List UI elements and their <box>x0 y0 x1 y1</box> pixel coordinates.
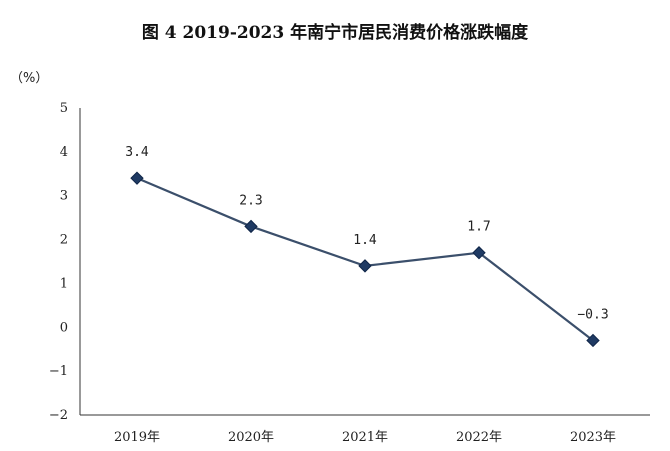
data-labels: 3.4 2.3 1.4 1.7 −0.3 <box>125 145 608 322</box>
data-label: 2.3 <box>239 193 262 208</box>
data-point <box>472 246 486 260</box>
data-label: 1.4 <box>353 233 377 248</box>
y-tick-label: 0 <box>60 320 68 335</box>
data-label: 1.7 <box>467 220 490 235</box>
y-tick-label: 5 <box>60 101 68 116</box>
x-tick-label: 2020年 <box>228 430 274 445</box>
chart-title: 图 4 2019-2023 年南宁市居民消费价格涨跌幅度 <box>141 23 529 43</box>
axes <box>79 108 650 416</box>
y-tick-label: −2 <box>49 408 68 423</box>
x-tick-label: 2021年 <box>342 430 388 445</box>
y-tick-label: −1 <box>49 364 68 379</box>
y-tick-label: 4 <box>60 145 68 160</box>
y-tick-label: 3 <box>60 189 68 204</box>
x-tick-label: 2022年 <box>456 430 502 445</box>
y-tick-label: 2 <box>60 233 68 248</box>
x-tick-label: 2019年 <box>114 430 160 445</box>
y-axis-unit: （%） <box>10 71 49 86</box>
data-point <box>358 259 372 273</box>
data-label: −0.3 <box>577 307 608 322</box>
x-tick-label: 2023年 <box>570 430 616 445</box>
data-label: 3.4 <box>125 145 149 160</box>
data-point <box>244 219 258 234</box>
data-point <box>130 171 144 185</box>
y-tick-labels: 5 4 3 2 1 0 −1 −2 <box>49 101 68 423</box>
y-tick-label: 1 <box>60 276 68 291</box>
series-group <box>130 171 600 348</box>
x-tick-labels: 2019年 2020年 2021年 2022年 2023年 <box>114 430 616 445</box>
data-point <box>586 333 600 348</box>
